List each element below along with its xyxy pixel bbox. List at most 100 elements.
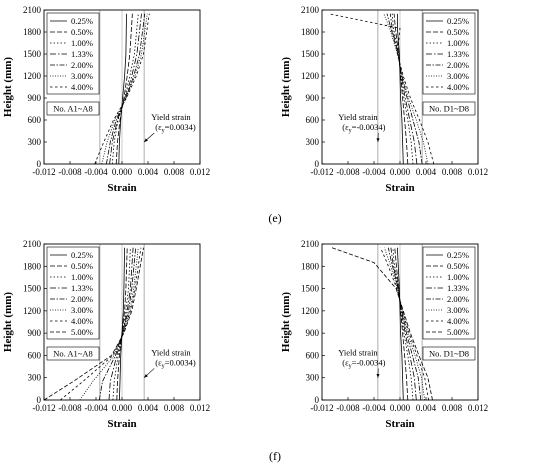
x-tick-label: -0.012 xyxy=(32,403,55,413)
x-tick-label: 0.004 xyxy=(138,403,159,413)
y-tick-label: 2100 xyxy=(301,5,320,15)
y-tick-label: 900 xyxy=(306,93,320,103)
y-tick-label: 900 xyxy=(306,328,320,338)
x-tick-label: 0.000 xyxy=(112,167,133,177)
legend-label: 1.33% xyxy=(71,283,93,293)
y-tick-label: 600 xyxy=(28,115,42,125)
y-tick-label: 0 xyxy=(37,395,42,405)
x-tick-label: -0.008 xyxy=(336,167,360,177)
legend-label: 1.33% xyxy=(447,49,469,59)
yield-strain-value: (εy=-0.0034) xyxy=(342,122,385,134)
x-tick-label: 0.008 xyxy=(442,403,463,413)
x-tick-label: 0.008 xyxy=(164,167,185,177)
series-line-1.00% xyxy=(392,247,414,401)
x-tick-label: -0.008 xyxy=(336,403,360,413)
y-axis-label: Height (mm) xyxy=(280,292,292,353)
x-tick-label: 0.008 xyxy=(442,167,463,177)
series-line-0.25% xyxy=(396,13,404,165)
x-tick-label: -0.004 xyxy=(362,167,386,177)
legend-label: 2.00% xyxy=(71,294,93,304)
legend-box xyxy=(422,12,476,95)
yield-arrow-head xyxy=(376,373,380,378)
y-tick-label: 600 xyxy=(28,350,42,360)
x-tick-label: -0.008 xyxy=(58,403,82,413)
legend-label: 1.33% xyxy=(71,49,93,59)
x-tick-label: 0.000 xyxy=(112,403,133,413)
y-axis-label: Height (mm) xyxy=(280,57,292,118)
x-tick-label: -0.008 xyxy=(58,167,82,177)
legend-label: 2.00% xyxy=(447,60,469,70)
y-tick-label: 1800 xyxy=(23,27,42,37)
specimen-label-box xyxy=(422,101,476,116)
yield-arrow-head xyxy=(376,138,380,142)
series-line-1.33% xyxy=(389,13,418,165)
y-tick-label: 0 xyxy=(37,159,42,169)
x-tick-label: -0.004 xyxy=(84,167,108,177)
x-tick-label: -0.012 xyxy=(32,167,55,177)
x-tick-label: 0.004 xyxy=(138,167,159,177)
yield-strain-annotation: Yield strain xyxy=(151,347,191,357)
legend-label: 0.50% xyxy=(447,27,469,37)
y-tick-label: 1200 xyxy=(301,71,320,81)
legend-label: 0.50% xyxy=(447,261,469,271)
series-line-3.00% xyxy=(79,247,139,401)
y-tick-label: 300 xyxy=(306,137,320,147)
legend-label: 0.25% xyxy=(71,16,93,26)
legend-label: 1.33% xyxy=(447,283,469,293)
legend-label: 0.50% xyxy=(71,261,93,271)
series-line-2.00% xyxy=(98,247,137,401)
y-tick-label: 1800 xyxy=(23,261,42,271)
yield-strain-value: (εy=-0.0034) xyxy=(342,357,385,369)
series-line-3.00% xyxy=(101,13,148,165)
series-line-0.25% xyxy=(397,247,404,401)
x-tick-label: -0.004 xyxy=(362,403,386,413)
specimen-label-box xyxy=(46,346,100,361)
yield-strain-value: (εy=0.0034) xyxy=(155,122,196,134)
x-tick-label: -0.004 xyxy=(84,403,108,413)
x-tick-label: 0.000 xyxy=(390,403,411,413)
y-tick-label: 1500 xyxy=(301,284,320,294)
y-tick-label: 1800 xyxy=(301,261,320,271)
series-line-2.00% xyxy=(386,13,423,165)
y-tick-label: 300 xyxy=(28,137,42,147)
x-tick-label: -0.012 xyxy=(310,403,333,413)
legend-label: 1.00% xyxy=(71,272,93,282)
y-axis-label: Height (mm) xyxy=(2,57,14,118)
series-line-3.00% xyxy=(384,247,426,401)
series-line-1.33% xyxy=(390,247,417,401)
legend-label: 4.00% xyxy=(71,82,93,92)
legend-label: 4.00% xyxy=(71,316,93,326)
y-tick-label: 1500 xyxy=(23,284,42,294)
specimen-label: No. D1~D8 xyxy=(429,349,469,359)
legend-label: 2.00% xyxy=(447,294,469,304)
series-line-1.00% xyxy=(112,247,131,401)
legend-label: 3.00% xyxy=(447,305,469,315)
legend-label: 3.00% xyxy=(71,71,93,81)
series-line-1.00% xyxy=(391,13,414,165)
yield-arrow-head xyxy=(144,374,148,378)
y-tick-label: 1800 xyxy=(301,27,320,37)
x-axis-label: Strain xyxy=(107,182,136,194)
y-tick-label: 2100 xyxy=(23,5,42,15)
x-tick-label: 0.012 xyxy=(468,167,488,177)
chart-panel-2: -0.012 -0.008 -0.004 0.000 0.004 0.008 0.012 0 3… xyxy=(2,239,210,430)
x-tick-label: -0.012 xyxy=(310,167,333,177)
legend-label: 5.00% xyxy=(447,327,469,337)
legend-box xyxy=(422,246,476,340)
chart-panel-3: -0.012 -0.008 -0.004 0.000 0.004 0.008 0.012 0 3… xyxy=(280,239,488,430)
y-tick-label: 1200 xyxy=(23,71,42,81)
series-line-0.50% xyxy=(116,247,128,401)
y-tick-label: 900 xyxy=(28,328,42,338)
x-tick-label: 0.008 xyxy=(164,403,185,413)
x-axis-label: Strain xyxy=(385,182,414,194)
legend-label: 1.00% xyxy=(71,38,93,48)
series-line-4.00% xyxy=(94,13,150,165)
y-tick-label: 600 xyxy=(306,115,320,125)
y-axis-label: Height (mm) xyxy=(2,292,14,353)
series-line-0.50% xyxy=(115,13,133,165)
y-tick-label: 2100 xyxy=(301,239,320,249)
specimen-label: No. D1~D8 xyxy=(429,104,469,114)
series-line-0.50% xyxy=(394,247,409,401)
legend-label: 0.25% xyxy=(447,16,469,26)
